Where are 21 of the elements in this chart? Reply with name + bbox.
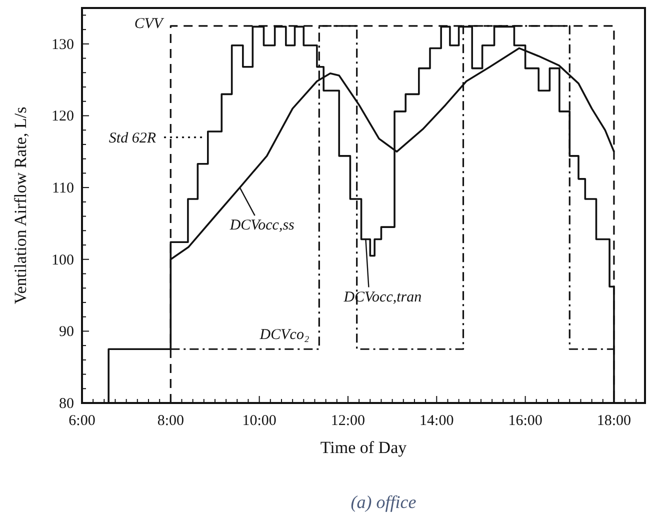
- x-axis-title: Time of Day: [320, 438, 408, 457]
- y-tick-label: 80: [59, 396, 74, 412]
- y-axis-title: Ventilation Airflow Rate, L/s: [11, 106, 30, 304]
- x-tick-label: 16:00: [508, 413, 542, 429]
- y-tick-label: 130: [52, 36, 74, 53]
- annotation: DCVco₂: [258, 327, 310, 344]
- y-tick-label: 90: [59, 324, 74, 340]
- text: (a) office: [350, 492, 416, 512]
- annotation: DCVocc,ss: [228, 218, 295, 234]
- y-tick-label: 100: [52, 252, 74, 268]
- y-tick-label: 110: [52, 180, 74, 197]
- x-tick-label: 8:00: [157, 413, 184, 429]
- x-tick-label: 12:00: [330, 413, 366, 429]
- annotation: DCVocc,tran: [342, 289, 422, 306]
- y-tick-label: 120: [52, 108, 74, 125]
- annotation: CVV: [134, 16, 164, 32]
- x-tick-label: 18:00: [596, 413, 632, 429]
- annotation: Std 62R: [108, 130, 156, 146]
- x-tick-label: 14:00: [420, 413, 454, 429]
- x-tick-label: 6:00: [68, 413, 96, 429]
- x-tick-label: 10:00: [242, 413, 276, 429]
